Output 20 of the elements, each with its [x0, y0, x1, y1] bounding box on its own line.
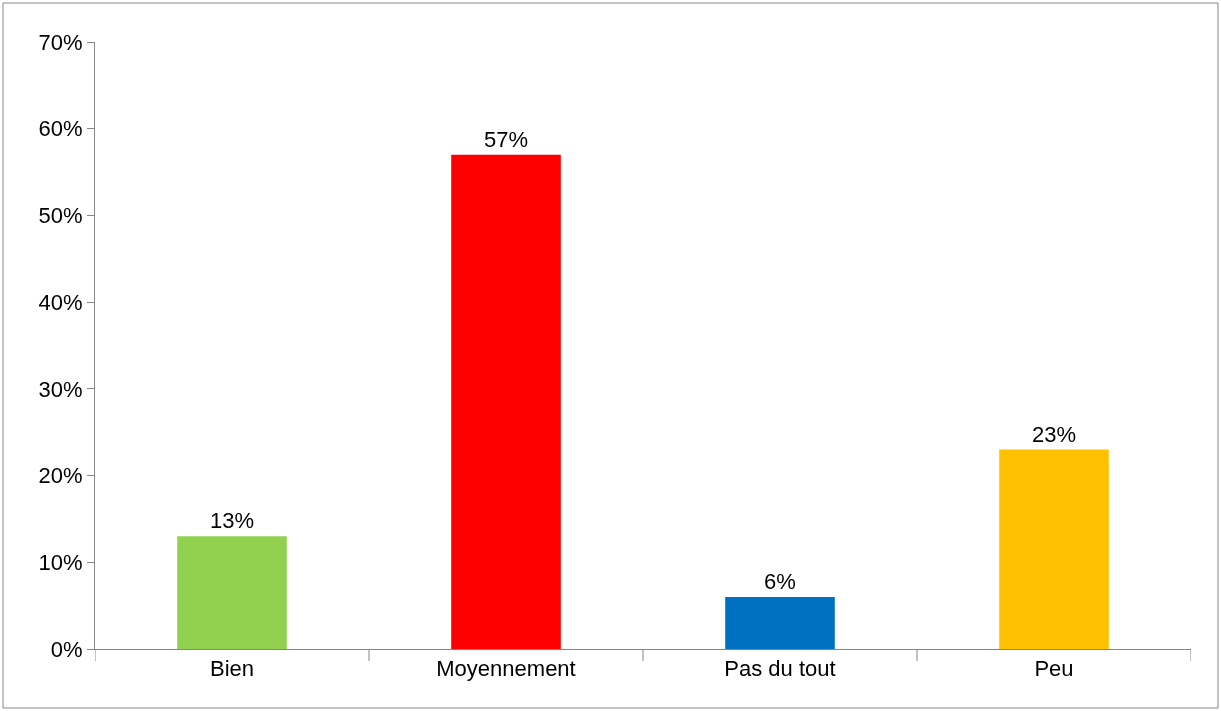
x-tick-label: Bien	[209, 656, 255, 682]
y-tick-label: 10%	[38, 549, 83, 575]
bar	[725, 596, 835, 649]
y-tick-label: 60%	[38, 116, 83, 142]
y-tick-label: 0%	[50, 636, 83, 662]
bar	[999, 449, 1109, 649]
x-tick-label: Moyennement	[436, 656, 576, 682]
bar	[451, 154, 561, 649]
data-label: 57%	[483, 126, 529, 152]
x-tick-label: Pas du tout	[724, 656, 836, 682]
x-tick-label: Peu	[1034, 656, 1074, 682]
data-label: 6%	[764, 568, 796, 594]
data-label: 13%	[209, 508, 255, 534]
y-tick-label: 70%	[38, 29, 83, 55]
data-label: 23%	[1031, 421, 1077, 447]
y-tick-label: 30%	[38, 376, 83, 402]
y-tick-label: 20%	[38, 463, 83, 489]
bar	[177, 536, 287, 649]
y-tick-label: 50%	[38, 203, 83, 229]
y-tick-label: 40%	[38, 289, 83, 315]
